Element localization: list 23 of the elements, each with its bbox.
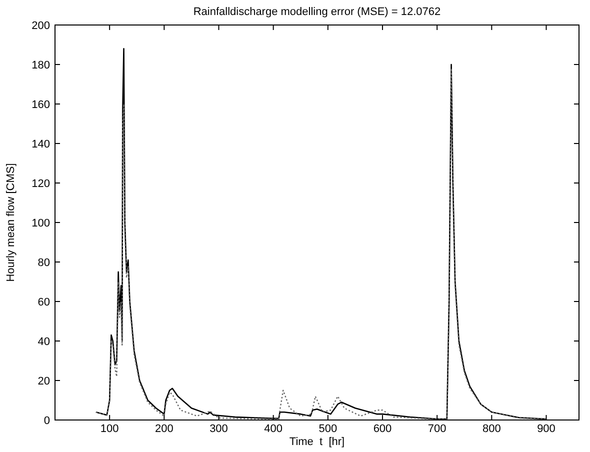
x-tick-label: 100 xyxy=(100,423,119,435)
y-tick-label: 40 xyxy=(38,336,50,348)
y-tick-label: 120 xyxy=(32,178,50,190)
x-tick-label: 700 xyxy=(428,423,446,435)
x-tick-label: 800 xyxy=(482,423,501,435)
y-tick-label: 200 xyxy=(32,20,50,32)
y-tick-label: 140 xyxy=(32,138,50,150)
x-tick-label: 600 xyxy=(373,423,392,435)
chart-title: Rainfalldischarge modelling error (MSE) = 12.0762 xyxy=(193,6,441,18)
x-tick-label: 300 xyxy=(210,423,228,435)
y-axis-title: Hourly mean flow [CMS] xyxy=(5,163,17,282)
x-tick-label: 200 xyxy=(154,423,174,435)
y-tick-label: 160 xyxy=(32,99,50,111)
y-tick-label: 100 xyxy=(32,218,50,230)
x-tick-label: 400 xyxy=(264,423,283,435)
y-tick-label: 80 xyxy=(38,257,50,269)
y-tick-label: 0 xyxy=(44,415,50,427)
y-tick-label: 20 xyxy=(38,376,50,388)
x-tick-label: 900 xyxy=(537,423,556,435)
x-tick-label: 500 xyxy=(318,423,338,435)
y-tick-label: 180 xyxy=(32,60,50,72)
y-tick-label: 60 xyxy=(38,296,50,308)
x-axis-title: Time t [hr] xyxy=(289,436,345,448)
